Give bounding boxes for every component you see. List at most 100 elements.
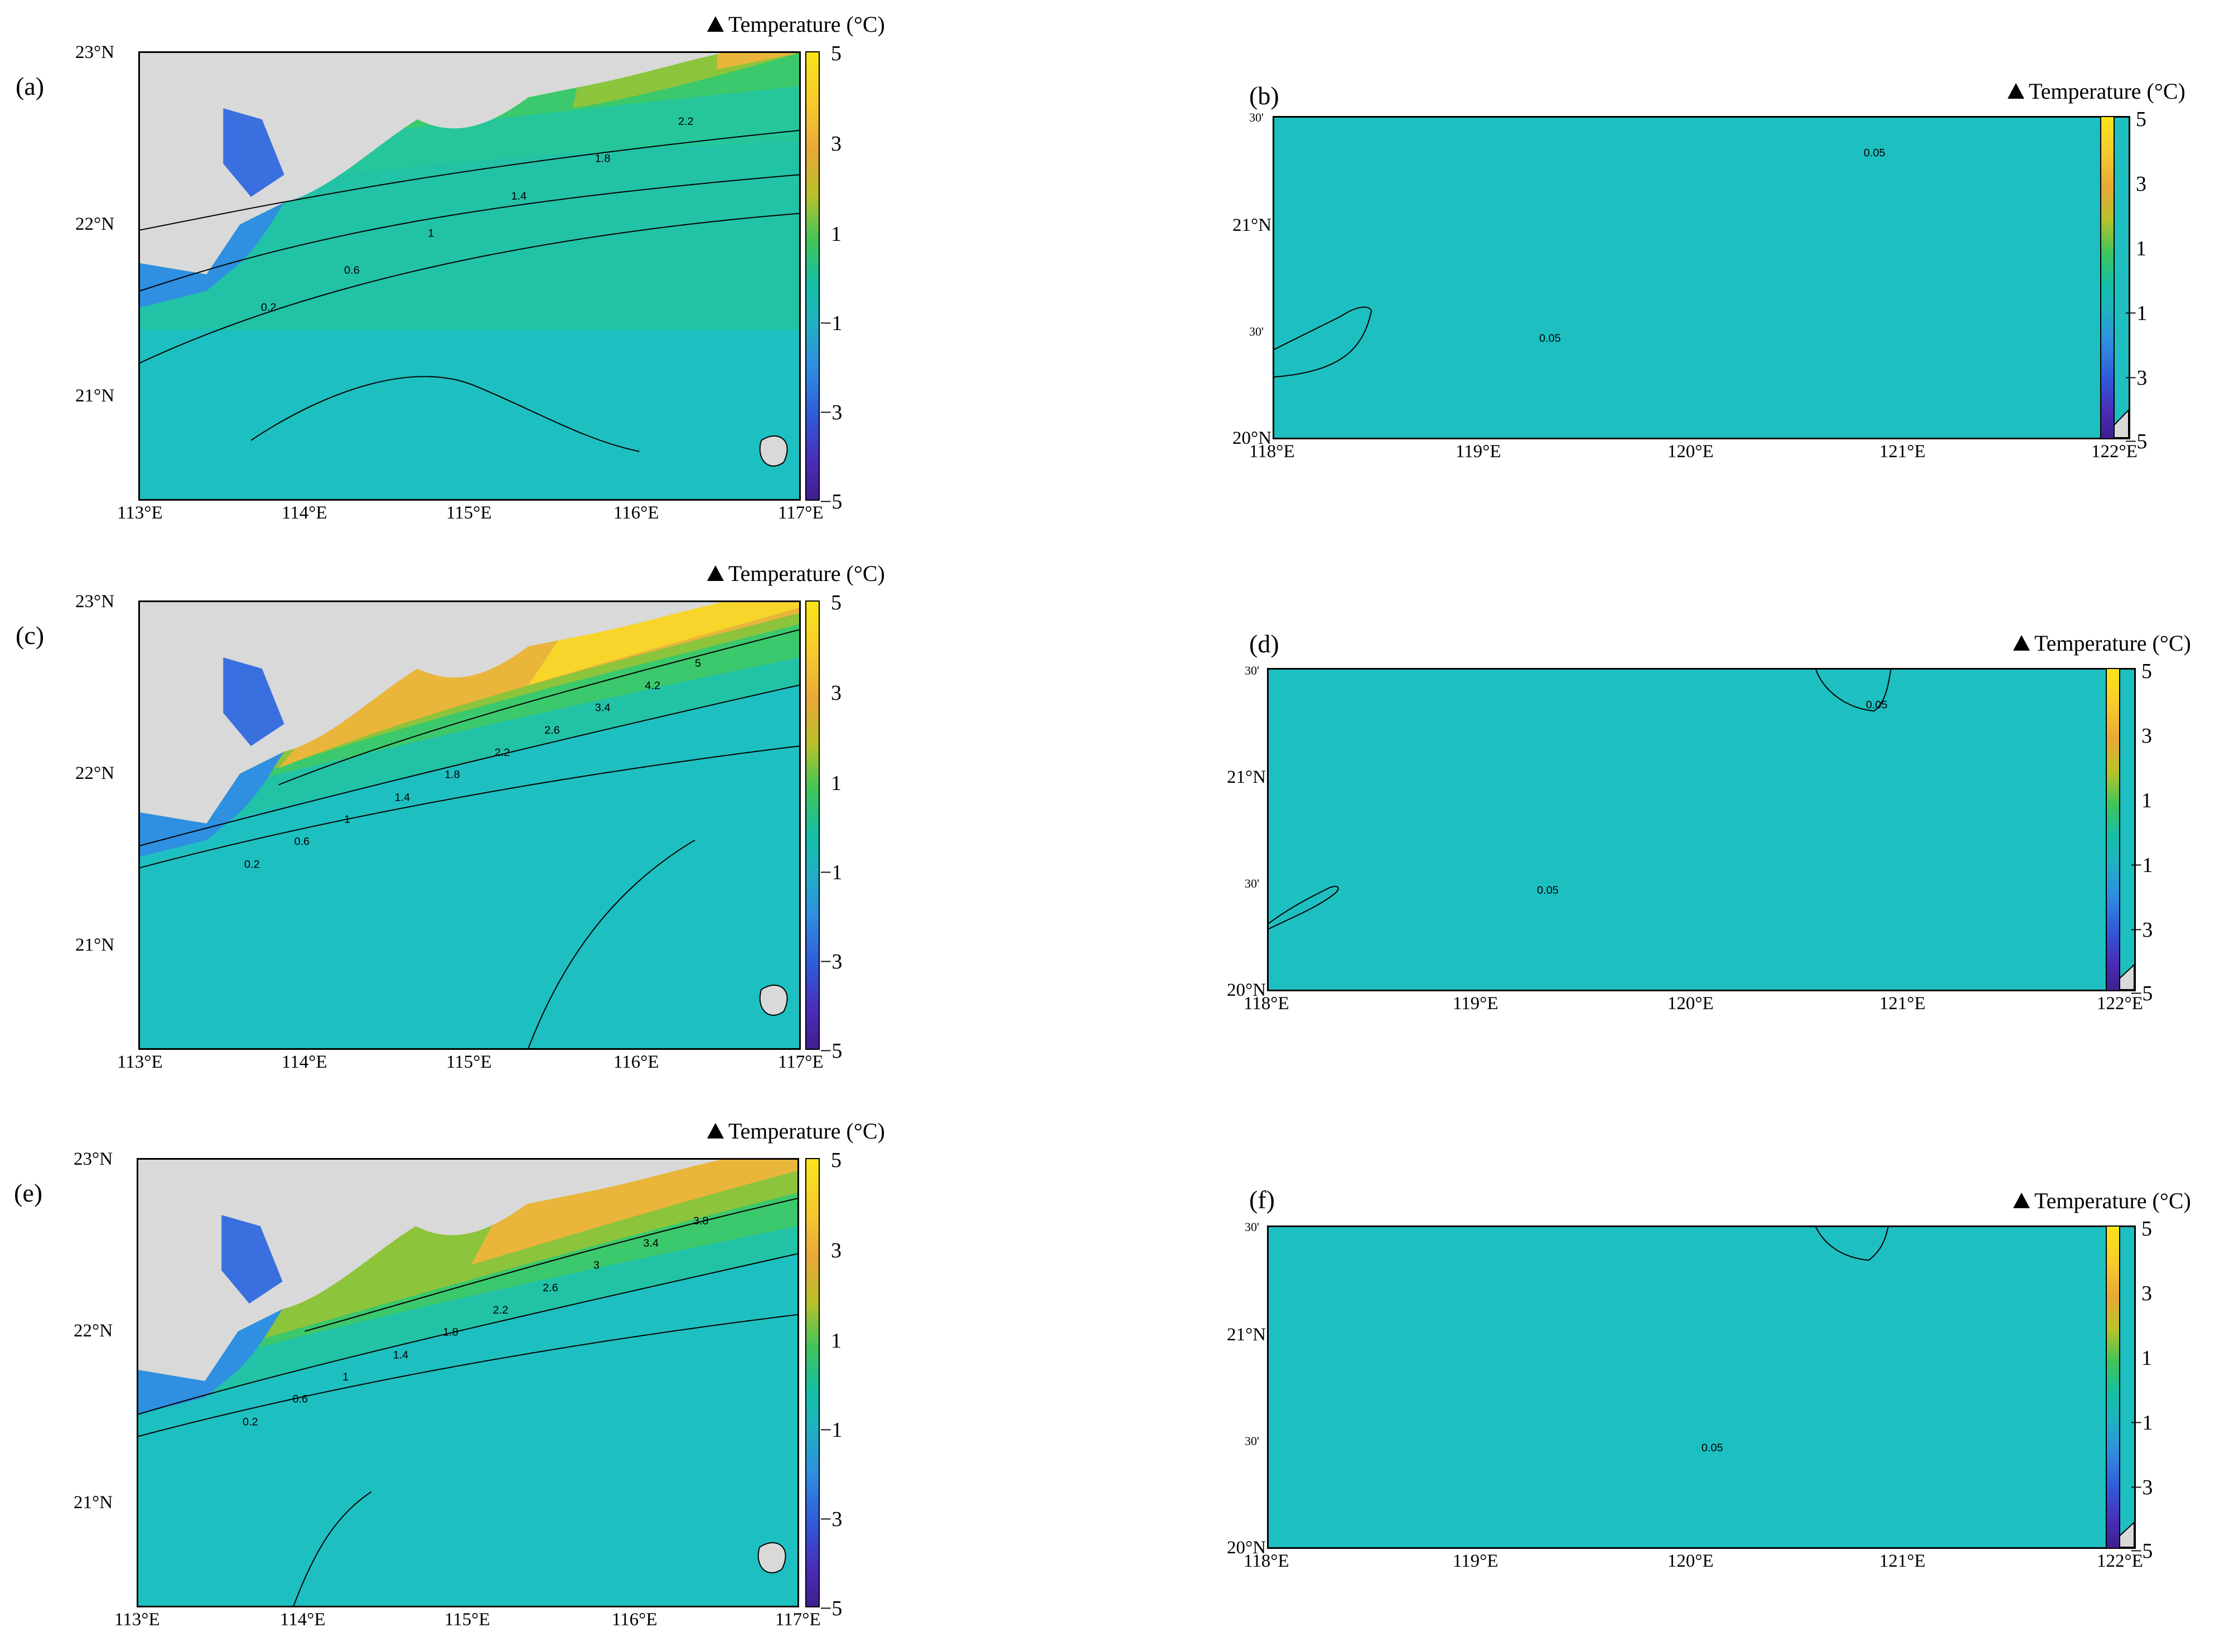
- colorbar: [805, 600, 820, 1050]
- colorbar-tick: −3: [2130, 1476, 2153, 1499]
- colorbar-tick: 3: [2136, 172, 2146, 196]
- contour-label: 3.4: [595, 702, 611, 714]
- lat-tick: 22°N: [74, 1321, 113, 1341]
- contour-label: 3.8: [693, 1215, 709, 1227]
- map-area: 0.2 0.6 1 1.4 1.8 2.2 2.6 3.4 4.2 5: [138, 600, 801, 1050]
- lat-tick: 23°N: [74, 1149, 113, 1169]
- colorbar-tick: −3: [820, 1508, 843, 1531]
- map-area: 0.05 0.05: [1273, 116, 2130, 439]
- lon-tick: 117°E: [778, 503, 824, 523]
- contour-label: 0.05: [1866, 699, 1888, 711]
- colorbar-tick: −5: [2130, 982, 2153, 1005]
- colorbar-tick: −1: [820, 312, 843, 335]
- contour-label: 0.6: [344, 264, 360, 277]
- contour-label: 1.4: [393, 1349, 409, 1361]
- contour-label: 0.6: [294, 836, 310, 848]
- lat-tick: 21°N: [75, 935, 115, 955]
- colorbar-tick: 1: [2136, 237, 2146, 260]
- temperature-field: 0.2 0.6 1 1.4 1.8 2.2 2.6 3 3.4 3.8: [138, 1160, 797, 1606]
- colorbar-tick: −5: [820, 490, 843, 513]
- lat-tick: 22°N: [75, 763, 115, 783]
- lon-tick: 116°E: [613, 503, 659, 523]
- lon-tick: 121°E: [1879, 442, 1926, 462]
- contour-label: 2.6: [543, 1282, 558, 1294]
- contour-label: 0.2: [243, 1416, 258, 1428]
- contour-label: 1: [344, 813, 350, 826]
- panel-c: (c) 23°N 22°N 21°N 0.2 0.6 1 1.4 1.8 2.2 2.6 3.…: [0, 549, 1115, 1084]
- lon-tick: 113°E: [117, 503, 163, 523]
- colorbar: [805, 1158, 820, 1607]
- lon-tick: 117°E: [775, 1610, 821, 1630]
- lon-tick: 118°E: [1249, 442, 1295, 462]
- contour-label: 1: [428, 227, 434, 240]
- colorbar: [2106, 668, 2120, 991]
- contour-label: 1.4: [511, 190, 527, 202]
- lat-tick: 20°N: [1227, 980, 1266, 1000]
- lon-tick: 113°E: [114, 1610, 160, 1630]
- lat-tick: 30': [1245, 663, 1259, 677]
- contour-label: 2.2: [678, 115, 694, 128]
- lon-tick: 117°E: [778, 1052, 824, 1072]
- contour-label: 2.2: [495, 747, 510, 759]
- colorbar-tick: 1: [831, 222, 842, 246]
- contour-label: 0.05: [1537, 884, 1559, 897]
- map-area: 0.05: [1267, 1225, 2136, 1549]
- lon-tick: 122°E: [2091, 442, 2138, 462]
- colorbar-tick: 1: [831, 772, 842, 795]
- colorbar-tick: 3: [2141, 1282, 2152, 1305]
- contour-label: 0.6: [293, 1393, 308, 1406]
- temperature-field: 0.2 0.6 1 1.4 1.8 2.2 2.6 3.4 4.2 5: [140, 602, 799, 1048]
- contour-label: 2.2: [493, 1304, 509, 1316]
- colorbar-tick: 5: [2136, 108, 2146, 131]
- colorbar-tick: −1: [820, 1418, 843, 1442]
- contour-label: 3: [593, 1259, 599, 1272]
- colorbar-tick: −1: [820, 861, 843, 884]
- contour-label: 1.8: [444, 769, 460, 781]
- lon-tick: 120°E: [1667, 994, 1714, 1014]
- contour-label: 4.2: [645, 680, 660, 692]
- temperature-field: 0.05 0.05: [1274, 118, 2129, 438]
- lon-tick: 113°E: [117, 1052, 163, 1072]
- colorbar-tick: −1: [2125, 302, 2148, 325]
- lon-tick: 115°E: [446, 1052, 492, 1072]
- panel-a: (a) 23°N 22°N 21°N 0.2 0.6 1 1.4 1.8 2.2 113°…: [0, 0, 1115, 535]
- colorbar-tick: 3: [831, 132, 842, 156]
- colorbar: [2106, 1225, 2120, 1549]
- map-area: 0.05 0.05: [1267, 668, 2136, 991]
- panel-label: (e): [14, 1179, 43, 1207]
- lon-tick: 119°E: [1455, 442, 1501, 462]
- panel-label: (c): [16, 621, 45, 650]
- panel-b: (b) 30' 21°N 30' 20°N 0.05 0.05 118°E 119…: [1149, 0, 2239, 502]
- colorbar-title: Temperature (°C): [707, 1118, 885, 1144]
- lat-tick: 21°N: [1232, 215, 1272, 235]
- colorbar-title: Temperature (°C): [2013, 1188, 2191, 1214]
- colorbar-tick: 3: [831, 1239, 842, 1262]
- colorbar-tick: 5: [2141, 1217, 2152, 1241]
- contour-label: 3.4: [643, 1237, 659, 1249]
- contour-label: 0.05: [1864, 147, 1885, 159]
- panel-e: (e) 23°N 22°N 21°N 0.2 0.6 1 1.4 1.8 2.2 2.6 3 3…: [0, 1107, 1115, 1652]
- colorbar-tick: −5: [2125, 430, 2148, 453]
- lat-tick: 23°N: [75, 592, 115, 612]
- triangle-marker-icon: [707, 16, 724, 32]
- colorbar-title: Temperature (°C): [2013, 630, 2191, 656]
- panel-label: (b): [1249, 81, 1279, 110]
- colorbar-tick: −3: [2130, 918, 2153, 942]
- lon-tick: 120°E: [1667, 1551, 1714, 1571]
- colorbar-title: Temperature (°C): [707, 11, 885, 37]
- map-area: 0.2 0.6 1 1.4 1.8 2.2: [138, 51, 801, 501]
- lon-tick: 114°E: [282, 1052, 327, 1072]
- panel-f: (f) 30' 21°N 30' 20°N 0.05 118°E 119°E 1…: [1149, 1110, 2239, 1611]
- triangle-marker-icon: [2008, 83, 2024, 99]
- lon-tick: 116°E: [612, 1610, 657, 1630]
- contour-label: 2.6: [544, 724, 560, 737]
- contour-label: 5: [695, 657, 701, 670]
- temperature-field: 0.05: [1269, 1227, 2134, 1547]
- lon-tick: 114°E: [282, 503, 327, 523]
- colorbar-tick: 3: [831, 681, 842, 705]
- contour-label: 1.4: [395, 791, 410, 803]
- colorbar-tick: 3: [2141, 724, 2152, 748]
- colorbar-tick: 5: [831, 1149, 842, 1172]
- colorbar-tick: 5: [831, 591, 842, 614]
- lon-tick: 116°E: [613, 1052, 659, 1072]
